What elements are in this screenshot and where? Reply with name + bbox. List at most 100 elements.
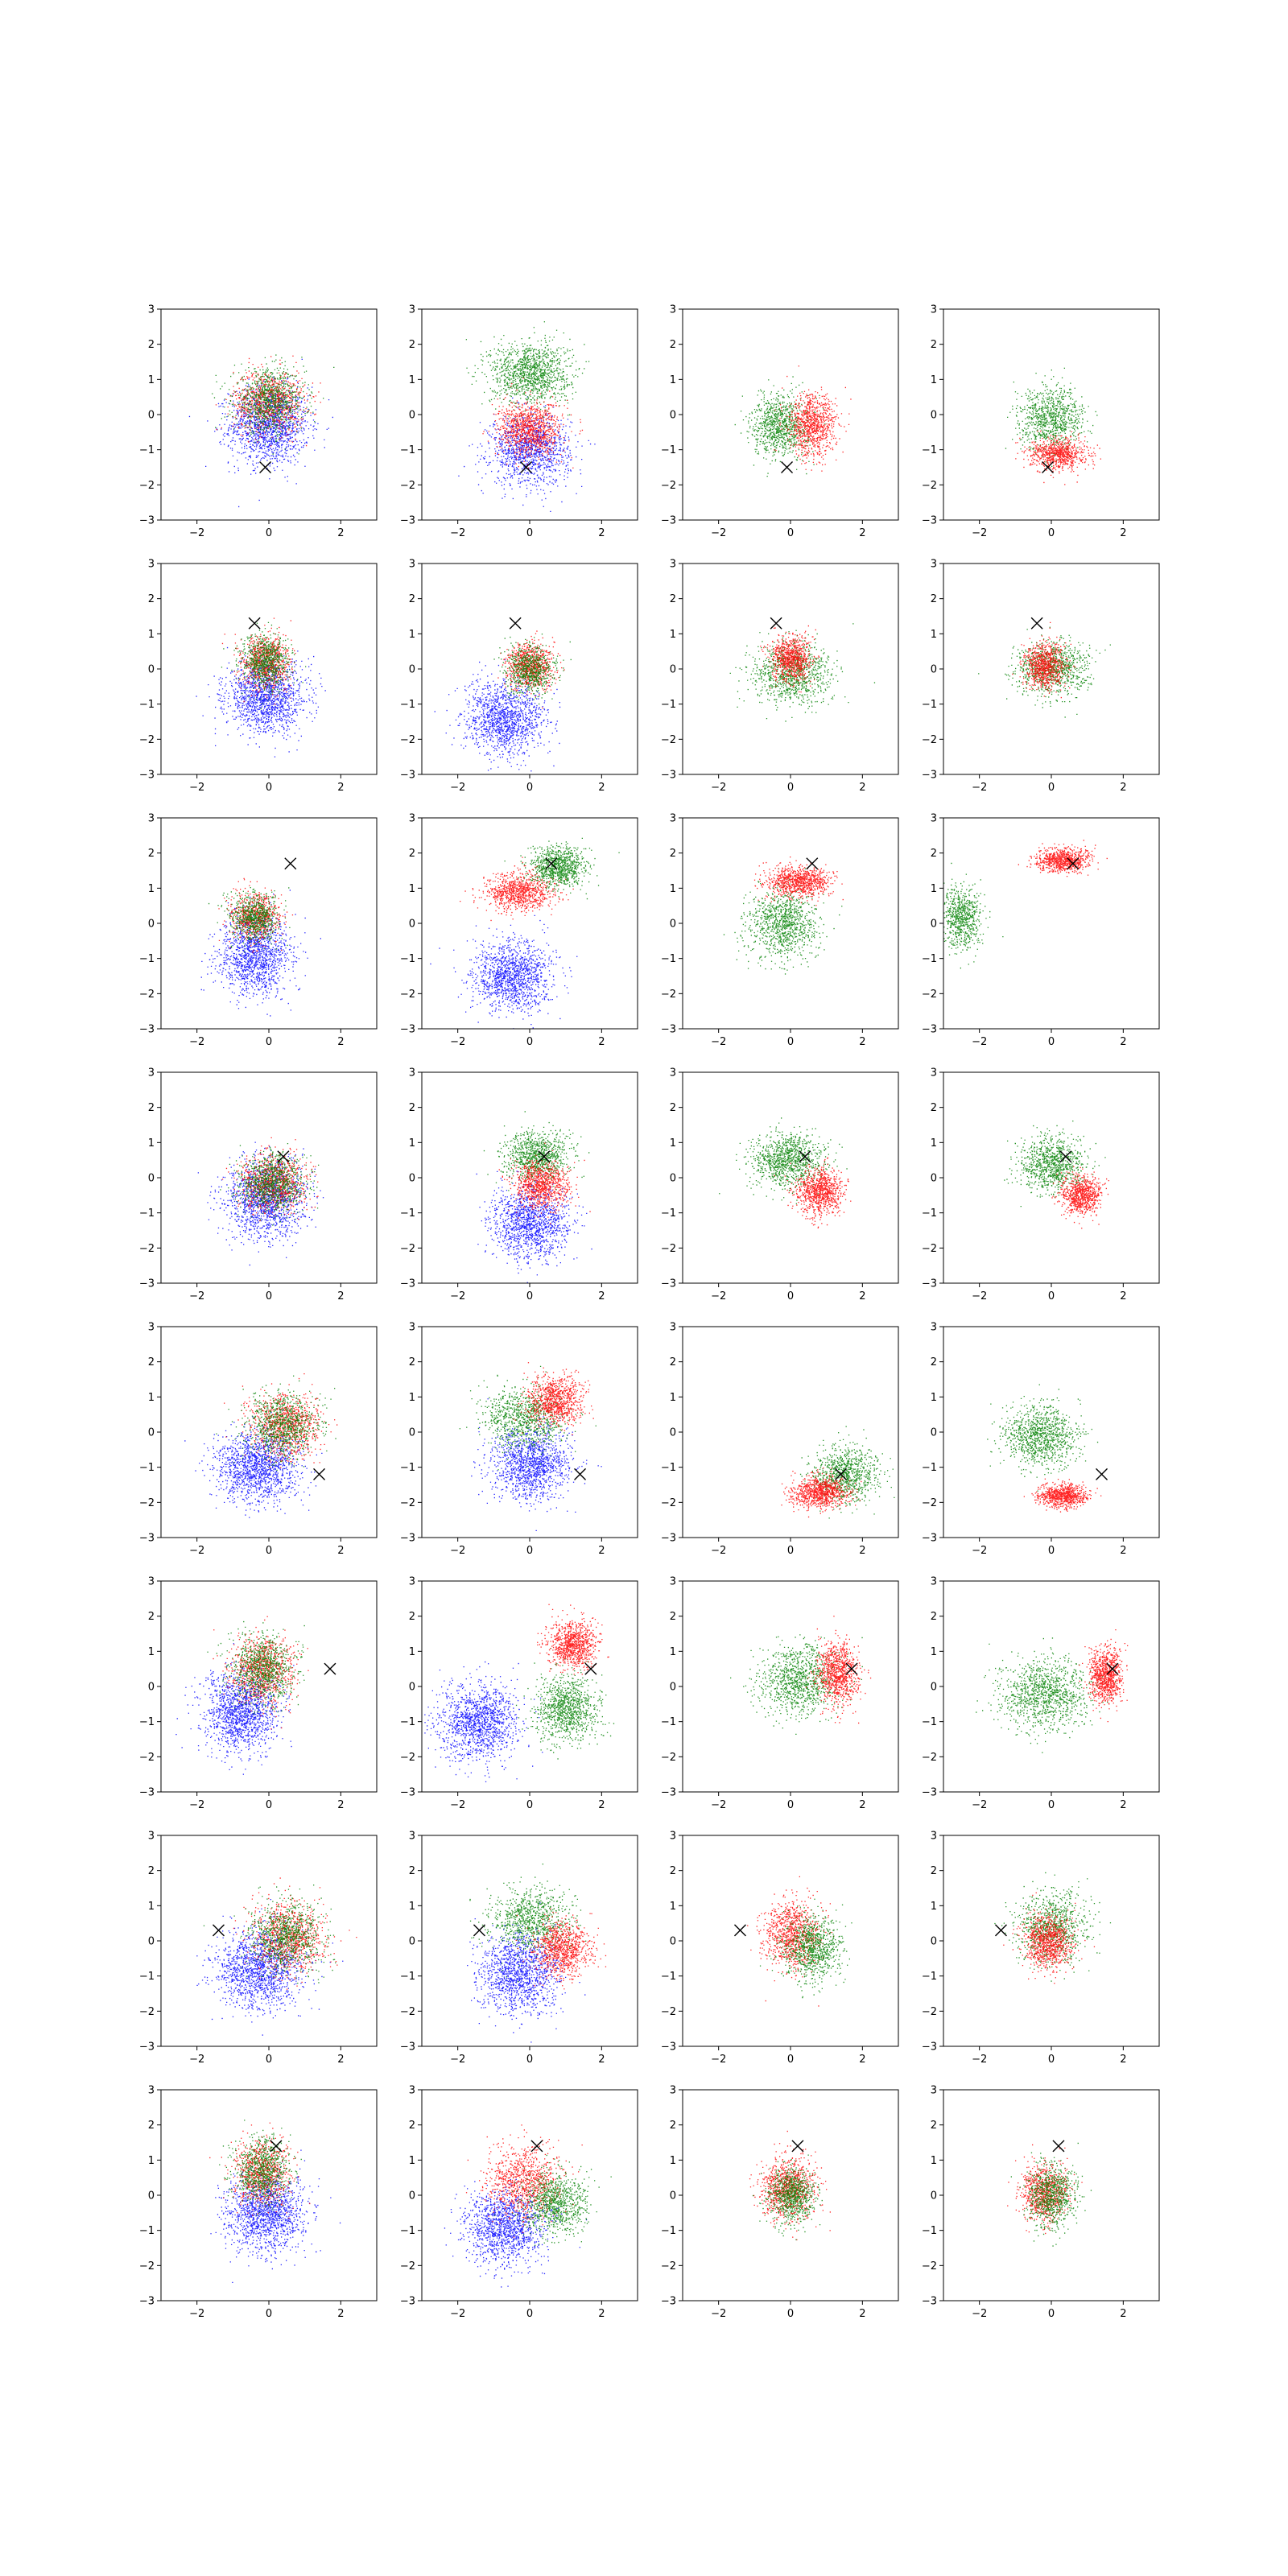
cluster-blue [476, 1170, 592, 1283]
x-tick-label: 0 [266, 527, 272, 539]
x-tick-label: 0 [266, 782, 272, 794]
y-tick-label: 2 [931, 1865, 937, 1877]
points-red [1018, 840, 1108, 877]
y-tick-label: −2 [139, 989, 155, 1001]
y-tick-label: 1 [931, 1392, 937, 1404]
scatter-points [978, 621, 1111, 718]
x-tick-label: −2 [189, 2054, 204, 2066]
y-tick-label: 1 [670, 1137, 676, 1150]
cluster-green [220, 1143, 320, 1226]
y-tick-label: 1 [931, 883, 937, 895]
scatter-points [458, 321, 596, 512]
x-tick-label: 0 [266, 1290, 272, 1302]
x-tick-label: −2 [450, 2054, 465, 2066]
scatter-points [729, 623, 876, 722]
y-tick-label: 0 [148, 1936, 155, 1948]
y-tick-label: 2 [931, 848, 937, 860]
y-tick-label: 1 [670, 1392, 676, 1404]
x-marker [212, 1924, 225, 1937]
x-marker [545, 857, 558, 870]
y-tick-label: −1 [400, 2225, 415, 2237]
panel-r2-c1: −2 0 2 −3 −2 −1 0 1 2 3 [139, 559, 378, 794]
y-tick-label: −3 [139, 770, 155, 782]
y-tick-label: −3 [661, 1787, 676, 1799]
x-tick-label: −2 [972, 2054, 987, 2066]
x-marker [1096, 1468, 1108, 1480]
scatter-points [987, 1384, 1102, 1513]
points-red [221, 617, 296, 705]
y-tick-label: −2 [400, 1752, 415, 1764]
y-tick-label: 1 [148, 883, 155, 895]
panel-r6-c4: −2 0 2 −3 −2 −1 0 1 2 3 [922, 1576, 1160, 1811]
x-tick-label: −2 [711, 1799, 726, 1811]
y-tick-label: −2 [661, 1243, 676, 1255]
points-green [465, 321, 590, 428]
y-tick-label: 3 [931, 1576, 937, 1588]
scatter-points [197, 1137, 324, 1266]
x-tick-label: 0 [1048, 1799, 1055, 1811]
y-tick-label: −1 [400, 444, 415, 456]
points-green [212, 354, 335, 455]
y-tick-label: 1 [670, 1901, 676, 1913]
x-marker [324, 1662, 336, 1675]
x-marker [835, 1468, 848, 1480]
cluster-red [221, 617, 296, 705]
panel-r1-c3: −2 0 2 −3 −2 −1 0 1 2 3 [661, 304, 899, 539]
y-tick-label: −1 [922, 1716, 937, 1728]
y-tick-label: −1 [922, 1462, 937, 1474]
x-marker [1106, 1662, 1119, 1675]
points-green [494, 2154, 612, 2246]
cluster-red [753, 857, 844, 906]
x-tick-label: −2 [189, 527, 204, 539]
points-green [734, 376, 826, 477]
cluster-blue [210, 2149, 341, 2283]
y-tick-label: 3 [148, 1322, 155, 1334]
y-tick-label: −1 [922, 699, 937, 711]
x-marker [277, 1150, 290, 1163]
y-tick-label: 1 [670, 629, 676, 641]
y-tick-label: 1 [148, 629, 155, 641]
cluster-red [215, 355, 321, 447]
points-green [207, 1620, 305, 1715]
x-marker [791, 2140, 804, 2153]
x-tick-label: −2 [189, 1545, 204, 1557]
y-tick-label: 2 [148, 1611, 155, 1623]
cluster-red [1012, 621, 1076, 699]
x-tick-label: −2 [450, 1290, 465, 1302]
y-tick-label: −2 [922, 1243, 937, 1255]
cluster-green [734, 376, 826, 477]
points-red [760, 625, 820, 693]
y-tick-label: −2 [400, 989, 415, 1001]
y-tick-label: 3 [670, 2085, 676, 2097]
points-red [781, 1467, 862, 1518]
y-tick-label: 0 [670, 1427, 676, 1439]
scatter-points [196, 617, 326, 758]
cluster-green [1004, 1121, 1106, 1208]
x-tick-label: 2 [859, 2054, 865, 2066]
y-tick-label: −2 [661, 989, 676, 1001]
cluster-green [494, 2154, 612, 2246]
y-tick-label: −1 [661, 1208, 676, 1220]
points-red [213, 1616, 309, 1730]
points-red [1051, 1166, 1109, 1229]
y-tick-label: 3 [931, 1831, 937, 1843]
panel-r5-c4: −2 0 2 −3 −2 −1 0 1 2 3 [922, 1322, 1160, 1557]
points-red [749, 2130, 831, 2240]
x-tick-label: 0 [526, 2054, 533, 2066]
cluster-red [1051, 1166, 1109, 1229]
y-tick-label: −2 [139, 1752, 155, 1764]
y-tick-label: 1 [409, 1392, 415, 1404]
points-blue [196, 1899, 344, 2036]
x-tick-label: 0 [787, 782, 794, 794]
y-tick-label: −3 [661, 2041, 676, 2054]
cluster-red [805, 1616, 872, 1724]
y-tick-label: −3 [661, 1278, 676, 1290]
scatter-points [747, 1876, 852, 2007]
scatter-points [719, 1117, 852, 1228]
x-marker [1052, 2140, 1065, 2153]
axes-frame [160, 1835, 378, 2047]
y-tick-label: 3 [148, 1067, 155, 1080]
panel-r7-c3: −2 0 2 −3 −2 −1 0 1 2 3 [661, 1831, 899, 2066]
y-tick-label: 1 [148, 1901, 155, 1913]
points-red [209, 2122, 311, 2219]
